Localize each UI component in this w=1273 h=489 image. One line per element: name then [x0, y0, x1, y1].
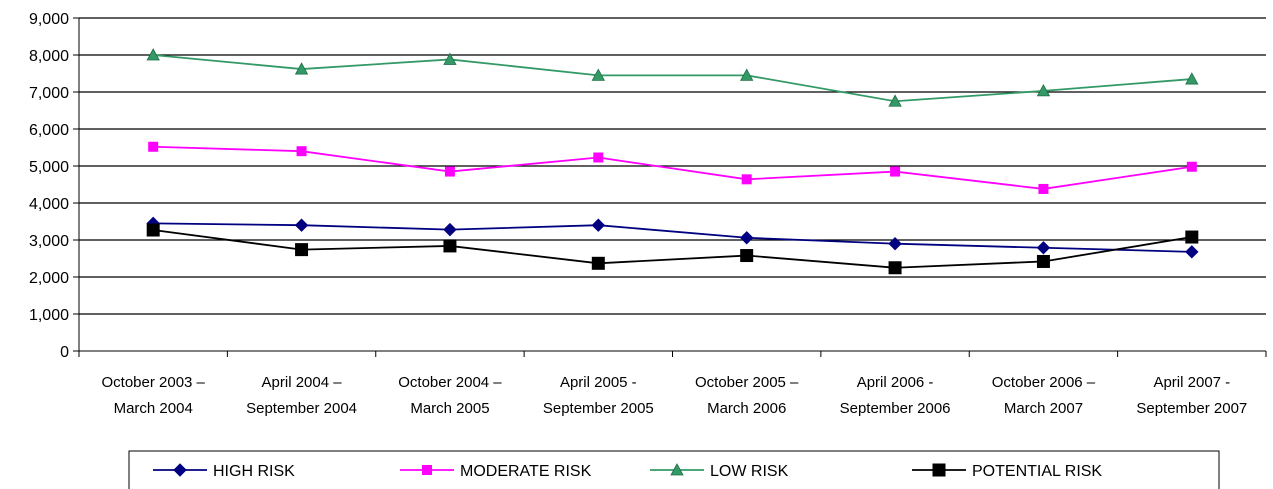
data-point — [146, 48, 160, 61]
gridlines — [79, 17, 1266, 315]
series-line — [153, 229, 1192, 269]
x-tick-labels: October 2003 – March 2004 April 2004 – Sept… — [101, 374, 1247, 417]
legend-label: POTENTIAL RISK — [972, 463, 1102, 480]
data-point — [443, 239, 457, 253]
series-markers — [146, 48, 1199, 275]
data-point — [741, 174, 752, 185]
data-point — [740, 249, 754, 263]
legend-label: MODERATE RISK — [460, 463, 592, 480]
y-tick-label: 3,000 — [29, 233, 69, 250]
data-point — [1186, 161, 1197, 172]
x-tick-label-line: September 2005 — [543, 400, 654, 417]
data-point — [591, 256, 605, 270]
data-point — [146, 223, 160, 237]
x-tick-label-line: October 2003 – — [101, 374, 205, 391]
legend: HIGH RISK MODERATE RISK LOW RISK POTENTIAL … — [128, 450, 1220, 489]
x-tick-label-line: October 2004 – — [398, 374, 502, 391]
data-point — [1185, 230, 1199, 244]
data-point — [296, 146, 307, 157]
x-tick-label-line: March 2004 — [114, 400, 193, 417]
data-point — [593, 152, 604, 163]
axes — [73, 17, 1267, 357]
data-point — [670, 463, 684, 476]
x-tick-label-line: September 2007 — [1136, 400, 1247, 417]
data-point — [443, 52, 457, 65]
data-point — [739, 231, 754, 245]
data-point — [888, 261, 902, 275]
data-point — [294, 218, 309, 232]
x-tick-label-line: April 2005 - — [560, 374, 637, 391]
x-tick-label-line: April 2004 – — [262, 374, 343, 391]
data-point — [173, 463, 187, 477]
data-point — [422, 465, 432, 475]
x-tick-label: October 2005 – March 2006 — [695, 374, 799, 417]
x-tick-label-line: March 2007 — [1004, 400, 1083, 417]
data-point — [1036, 241, 1051, 255]
data-point — [932, 463, 946, 477]
series-lines — [153, 54, 1192, 269]
x-tick-label-line: September 2006 — [840, 400, 951, 417]
data-point — [294, 62, 309, 75]
x-tick-label: October 2006 – March 2007 — [992, 374, 1096, 417]
x-tick-label-line: March 2006 — [707, 400, 786, 417]
y-tick-label: 7,000 — [29, 85, 69, 102]
x-tick-label-line: April 2006 - — [857, 374, 934, 391]
x-tick-label-line: April 2007 - — [1153, 374, 1230, 391]
data-point — [1185, 72, 1199, 85]
data-point — [148, 141, 159, 152]
data-point — [591, 68, 605, 81]
x-tick-label: April 2006 - September 2006 — [840, 374, 951, 417]
data-point — [740, 68, 754, 81]
legend-label: LOW RISK — [710, 463, 789, 480]
series-line — [153, 145, 1192, 190]
data-point — [1036, 84, 1051, 97]
series-line — [153, 54, 1192, 103]
x-tick-label: October 2004 – March 2005 — [398, 374, 502, 417]
data-point — [444, 166, 455, 177]
data-point — [1036, 254, 1050, 268]
y-tick-label: 6,000 — [29, 122, 69, 139]
data-point — [888, 236, 902, 251]
x-tick-label-line: October 2005 – — [695, 374, 799, 391]
x-tick-label: October 2003 – March 2004 — [101, 374, 205, 417]
y-tick-label: 4,000 — [29, 196, 69, 213]
x-tick-label: April 2005 - September 2005 — [543, 374, 654, 417]
y-tick-label: 0 — [60, 344, 69, 361]
x-tick-label-line: October 2006 – — [992, 374, 1096, 391]
data-point — [591, 218, 606, 232]
y-tick-label: 1,000 — [29, 307, 69, 324]
x-tick-label-line: September 2004 — [246, 400, 357, 417]
x-tick-label: April 2004 – September 2004 — [246, 374, 357, 417]
y-tick-label: 8,000 — [29, 48, 69, 65]
x-tick-label: April 2007 - September 2007 — [1136, 374, 1247, 417]
y-tick-labels: 0 1,000 2,000 3,000 4,000 5,000 6,000 7,000 8,00… — [29, 11, 69, 361]
series-line — [153, 222, 1192, 253]
data-point — [295, 243, 309, 257]
x-tick-label-line: March 2005 — [410, 400, 489, 417]
data-point — [1038, 183, 1049, 194]
y-tick-label: 2,000 — [29, 270, 69, 287]
data-point — [1185, 245, 1199, 259]
y-tick-label: 9,000 — [29, 11, 69, 28]
y-tick-label: 5,000 — [29, 159, 69, 176]
data-point — [890, 166, 901, 177]
data-point — [443, 222, 457, 237]
legend-label: HIGH RISK — [213, 463, 295, 480]
data-point — [888, 94, 902, 107]
